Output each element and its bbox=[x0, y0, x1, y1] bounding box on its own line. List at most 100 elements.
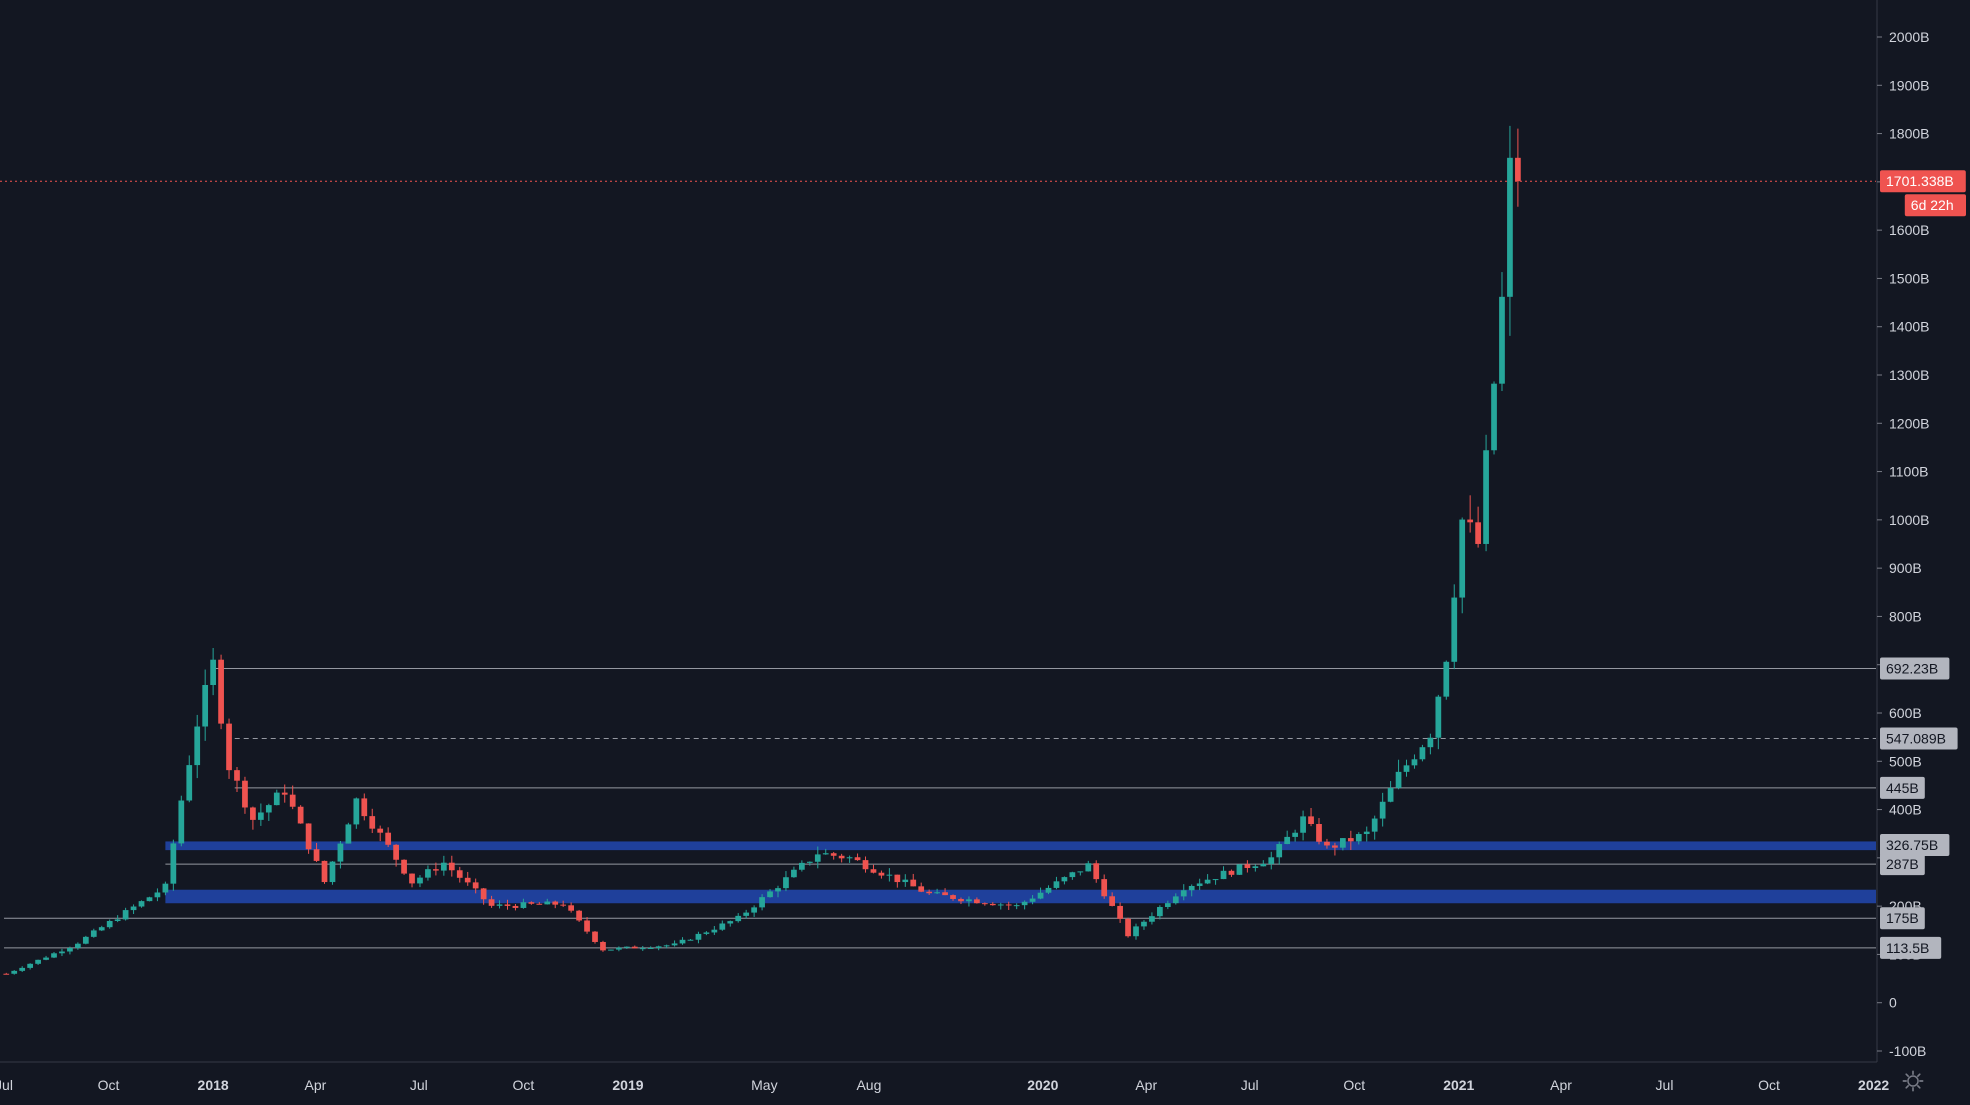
candle-body[interactable] bbox=[1093, 863, 1100, 880]
candle-body[interactable] bbox=[59, 951, 65, 954]
candle-body[interactable] bbox=[122, 910, 129, 920]
candle-body[interactable] bbox=[305, 823, 312, 850]
candle-body[interactable] bbox=[822, 853, 829, 855]
candle-body[interactable] bbox=[608, 949, 614, 951]
candle-body[interactable] bbox=[11, 970, 18, 974]
candle-body[interactable] bbox=[289, 794, 296, 807]
candle-body[interactable] bbox=[106, 921, 113, 928]
candle-body[interactable] bbox=[1411, 759, 1418, 766]
candle-body[interactable] bbox=[186, 765, 193, 801]
candle-body[interactable] bbox=[719, 923, 726, 930]
candle-body[interactable] bbox=[353, 798, 360, 825]
candle-body[interactable] bbox=[1021, 901, 1028, 906]
candle-body[interactable] bbox=[584, 920, 590, 932]
candle-body[interactable] bbox=[1499, 296, 1505, 384]
candle-body[interactable] bbox=[1149, 916, 1155, 922]
candle-body[interactable] bbox=[1379, 801, 1386, 819]
candle-body[interactable] bbox=[178, 800, 185, 844]
candle-body[interactable] bbox=[918, 886, 925, 892]
candle-body[interactable] bbox=[130, 906, 137, 911]
candle-body[interactable] bbox=[1172, 896, 1179, 904]
candle-body[interactable] bbox=[1252, 866, 1259, 869]
candle-body[interactable] bbox=[910, 879, 917, 887]
candle-body[interactable] bbox=[401, 859, 407, 874]
candle-body[interactable] bbox=[1101, 879, 1108, 897]
candle-body[interactable] bbox=[536, 903, 543, 905]
candle-body[interactable] bbox=[19, 967, 26, 971]
candle-body[interactable] bbox=[345, 824, 352, 844]
candle-body[interactable] bbox=[35, 959, 41, 964]
candle-body[interactable] bbox=[1196, 883, 1203, 886]
candle-body[interactable] bbox=[1355, 834, 1362, 842]
candle-body[interactable] bbox=[695, 933, 702, 940]
candle-body[interactable] bbox=[576, 910, 582, 921]
candle-body[interactable] bbox=[783, 877, 789, 889]
candle-body[interactable] bbox=[385, 832, 392, 845]
candle-body[interactable] bbox=[1443, 661, 1450, 697]
candle-body[interactable] bbox=[703, 932, 710, 934]
candle-body[interactable] bbox=[902, 879, 909, 883]
candle-body[interactable] bbox=[218, 659, 224, 724]
candle-body[interactable] bbox=[425, 869, 431, 878]
candle-body[interactable] bbox=[472, 882, 479, 889]
candle-body[interactable] bbox=[1491, 383, 1497, 451]
candle-body[interactable] bbox=[1300, 816, 1306, 833]
candle-body[interactable] bbox=[767, 891, 773, 898]
candle-body[interactable] bbox=[687, 939, 694, 941]
candle-body[interactable] bbox=[1061, 877, 1068, 882]
candle-body[interactable] bbox=[496, 904, 503, 906]
candle-body[interactable] bbox=[958, 898, 964, 902]
candle-body[interactable] bbox=[1188, 885, 1195, 891]
candle-body[interactable] bbox=[377, 828, 384, 833]
candle-body[interactable] bbox=[234, 770, 240, 781]
candle-body[interactable] bbox=[321, 860, 328, 883]
candle-body[interactable] bbox=[1308, 816, 1314, 825]
candle-body[interactable] bbox=[1157, 907, 1163, 917]
candle-body[interactable] bbox=[854, 857, 861, 861]
candle-body[interactable] bbox=[75, 943, 81, 948]
candle-body[interactable] bbox=[989, 903, 996, 906]
candle-body[interactable] bbox=[966, 899, 972, 902]
candle-body[interactable] bbox=[791, 869, 797, 878]
candle-body[interactable] bbox=[409, 873, 415, 884]
candle-body[interactable] bbox=[679, 939, 686, 944]
candle-body[interactable] bbox=[1347, 838, 1354, 842]
candle-body[interactable] bbox=[512, 905, 519, 908]
candle-body[interactable] bbox=[727, 921, 734, 924]
candle-body[interactable] bbox=[655, 946, 662, 948]
candle-body[interactable] bbox=[1069, 872, 1076, 878]
candle-body[interactable] bbox=[1292, 832, 1298, 837]
candle-body[interactable] bbox=[67, 947, 73, 952]
candle-body[interactable] bbox=[1109, 896, 1116, 906]
candle-body[interactable] bbox=[27, 963, 34, 968]
candle-body[interactable] bbox=[154, 892, 161, 898]
candle-body[interactable] bbox=[43, 957, 49, 960]
candle-body[interactable] bbox=[1427, 737, 1434, 748]
candle-body[interactable] bbox=[639, 948, 646, 950]
candle-body[interactable] bbox=[1212, 879, 1219, 881]
candle-body[interactable] bbox=[440, 862, 447, 871]
candle-body[interactable] bbox=[806, 861, 813, 863]
candle-body[interactable] bbox=[616, 947, 622, 950]
candle-body[interactable] bbox=[1236, 864, 1243, 875]
candle-body[interactable] bbox=[1403, 765, 1410, 772]
candle-body[interactable] bbox=[1037, 892, 1044, 899]
candle-body[interactable] bbox=[488, 899, 495, 906]
candle-body[interactable] bbox=[194, 726, 201, 766]
candle-body[interactable] bbox=[886, 874, 893, 876]
candle-body[interactable] bbox=[711, 929, 718, 933]
candle-body[interactable] bbox=[862, 860, 869, 870]
candle-body[interactable] bbox=[950, 895, 956, 899]
candle-body[interactable] bbox=[1085, 863, 1092, 872]
candle-body[interactable] bbox=[926, 891, 933, 894]
candle-body[interactable] bbox=[1228, 870, 1235, 875]
candle-body[interactable] bbox=[1316, 824, 1322, 842]
candle-body[interactable] bbox=[114, 919, 121, 922]
candle-body[interactable] bbox=[146, 897, 153, 902]
candle-body[interactable] bbox=[51, 953, 57, 958]
candle-body[interactable] bbox=[1435, 696, 1442, 738]
candle-body[interactable] bbox=[98, 927, 105, 931]
candle-body[interactable] bbox=[1332, 845, 1338, 848]
